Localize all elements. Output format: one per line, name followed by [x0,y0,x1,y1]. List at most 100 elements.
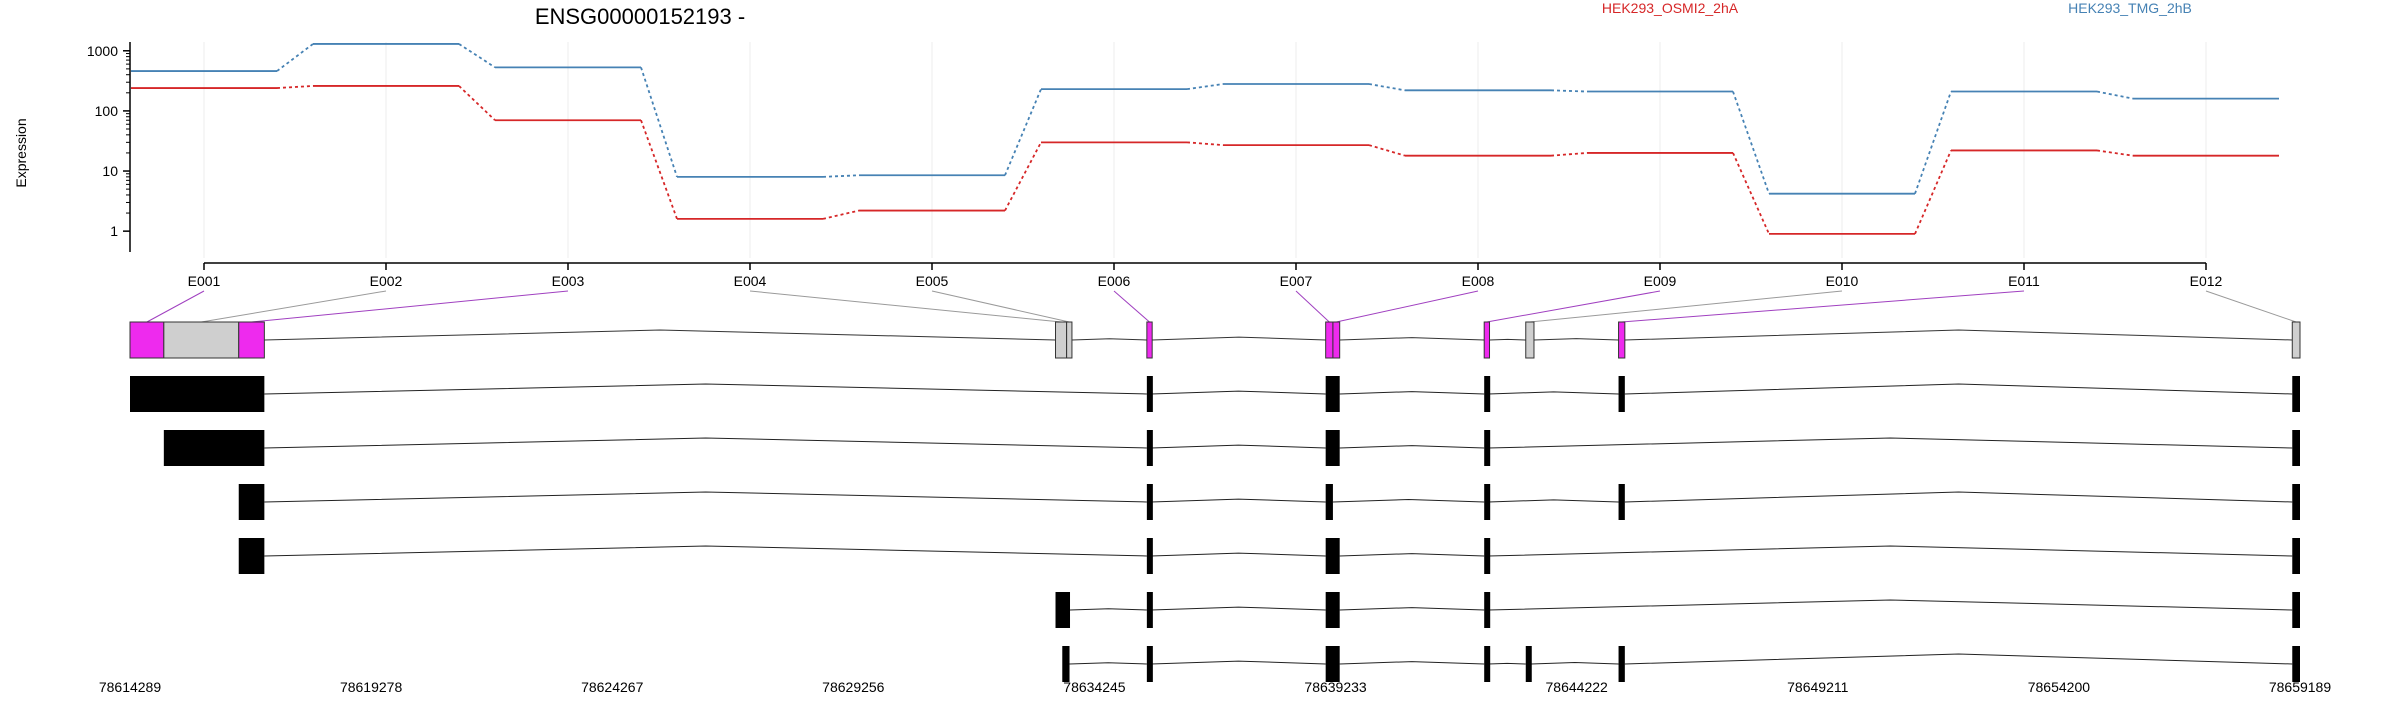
gene-exon-E008 [1332,321,1341,359]
genome-tick-label-7: 78649211 [1787,679,1848,695]
transcript-exon [1325,646,1340,682]
series-0-link-E007 [1368,144,1406,157]
series-0-link-E003 [640,119,678,220]
transcript-exon [163,430,265,466]
transcript-exon [1325,538,1340,574]
x-tick-label-E012: E012 [2190,273,2223,289]
y-tick-label-100: 100 [95,103,119,119]
transcript-exon [1055,592,1071,628]
gene-exon-E011 [1618,321,1626,359]
transcript-tracks [130,376,2300,682]
y-tick-label-1: 1 [110,223,118,239]
transcript-exon [1484,430,1491,466]
gene-exon-E005 [1066,321,1073,359]
transcript-intron [264,437,1147,449]
transcript-exon [1484,376,1491,412]
y-tick-label-1000: 1000 [87,43,118,59]
gene-exon-E010 [1525,321,1535,359]
transcript-intron [1624,491,2293,503]
x-axis: E001 E002 E003 E004 E005 E006 E007 E008 E009 E010… [188,262,2223,289]
gene-intron [1489,338,1526,341]
series-1-link-E004 [822,174,860,178]
x-tick-label-E009: E009 [1644,273,1677,289]
transcript-exon [2292,376,2300,412]
transcript-intron [1332,498,1485,503]
transcript-intron [1488,437,2293,449]
gene-model [129,321,2301,359]
transcript-exon [1484,538,1491,574]
gene-intron [1152,336,1326,341]
series-0-link-E008 [1550,152,1588,157]
x-tick-label-E011: E011 [2008,273,2040,289]
connector-E002 [201,290,387,323]
transcript-exon [1146,592,1153,628]
legend-series-osmi2: HEK293_OSMI2_2hA [1602,0,1739,16]
transcript-exon [1484,592,1491,628]
series-1-link-E002 [458,43,496,69]
transcript-exon [1325,430,1340,466]
series-0-link-E010 [1914,150,1952,235]
transcript-exon [1325,376,1340,412]
series-1-link-E005 [1004,88,1042,176]
series-lines [131,43,2279,235]
connector-E007 [1295,290,1330,323]
transcript-intron [1488,662,1526,665]
x-tick-label-E003: E003 [552,273,585,289]
transcript-exon [1146,376,1153,412]
transcript-4 [238,538,2300,574]
transcript-exon [1146,430,1153,466]
connector-E001 [146,290,205,323]
transcript-exon [2292,592,2300,628]
transcript-exon [1146,646,1153,682]
gene-intron [1071,338,1147,341]
transcript-intron [1624,653,2293,665]
series-1-link-E003 [640,67,678,178]
transcript-intron [1488,499,1619,503]
transcript-exon [1062,646,1070,682]
genome-tick-label-0: 78614289 [99,679,162,695]
transcript-exon [1325,484,1333,520]
y-axis-label: Expression [13,118,29,187]
transcript-intron [264,545,1147,557]
transcript-intron [1531,662,1619,665]
gene-exon-E009 [1483,321,1491,359]
gene-intron [1339,337,1485,341]
transcript-intron [1151,606,1326,611]
genome-tick-label-8: 78654200 [2028,679,2091,695]
connector-E012 [2205,290,2297,323]
connector-E004 [749,290,1062,323]
gene-exon-E003 [238,321,265,359]
x-tick-label-E001: E001 [188,273,221,289]
connector-E008 [1336,290,1479,323]
transcript-2 [163,430,2300,466]
transcript-exon [1484,484,1491,520]
gene-exon-E002 [163,321,240,359]
transcript-intron [1339,607,1485,611]
transcript-intron [1488,391,1619,395]
exon-connectors [146,290,2297,323]
gene-intron [264,329,1056,341]
transcript-exon [238,538,265,574]
chart-title: ENSG00000152193 - [535,4,745,29]
transcript-exon [2292,538,2300,574]
transcript-exon [130,376,265,412]
series-0-link-E002 [458,85,496,121]
transcript-intron [1151,660,1326,665]
transcript-intron [1151,552,1326,557]
x-tick-label-E007: E007 [1280,273,1313,289]
genome-tick-label-6: 78644222 [1546,679,1609,695]
connector-E009 [1486,290,1661,323]
transcript-exon [2292,484,2300,520]
x-tick-label-E008: E008 [1462,273,1495,289]
series-osmi2 [131,85,2279,235]
transcript-exon [1325,592,1340,628]
transcript-intron [1151,444,1326,449]
gene-exon-E001 [129,321,165,359]
x-tick-label-E010: E010 [1826,273,1859,289]
transcript-intron [1488,599,2293,611]
connector-E005 [931,290,1070,323]
gene-exon-E004 [1055,321,1068,359]
transcript-3 [238,484,2300,520]
